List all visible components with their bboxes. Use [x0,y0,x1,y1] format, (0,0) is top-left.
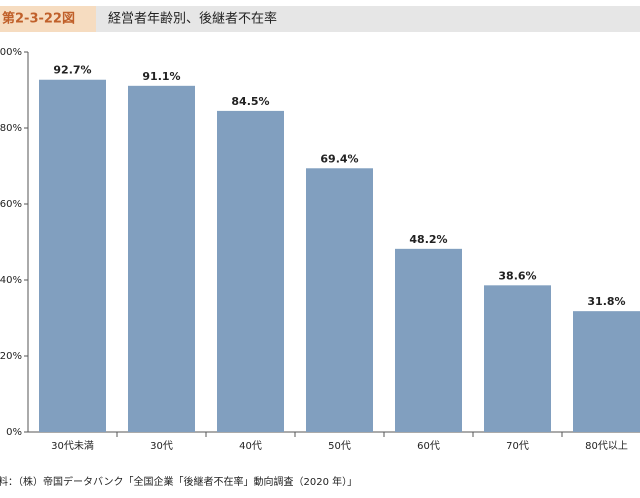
x-tick-label: 80代以上 [585,440,628,452]
x-tick-label: 70代 [506,440,529,452]
value-label: 92.7% [53,64,91,77]
bar [217,110,284,433]
x-tick-label: 50代 [328,440,351,452]
value-label: 69.4% [320,152,358,165]
value-label: 48.2% [409,233,447,246]
value-label: 84.5% [231,95,269,108]
x-tick-label: 30代未満 [51,440,94,452]
y-tick-label: 0% [6,427,22,438]
chart-title: 経営者年齢別、後継者不在率 [108,11,277,27]
y-tick-label: 100% [0,47,22,58]
y-tick-label: 80% [0,123,22,134]
title-box [96,6,640,32]
bar [573,311,640,432]
value-label: 91.1% [142,70,180,83]
y-tick-label: 40% [0,275,22,286]
x-tick-label: 40代 [239,440,262,452]
bar [484,285,551,432]
figure-number-box [0,6,96,32]
bar [128,85,195,432]
value-label: 38.6% [498,269,536,282]
y-tick-label: 20% [0,351,22,362]
x-tick-label: 60代 [417,440,440,452]
bar [306,168,373,432]
value-label: 31.8% [587,295,625,308]
bar [395,248,462,432]
bar [39,79,106,433]
x-tick-label: 30代 [150,440,173,452]
y-tick-label: 60% [0,199,22,210]
figure-number: 第2-3-22図 [2,11,75,27]
source-note: 資料：（株）帝国データバンク「全国企業「後継者不在率」動向調査（2020 年）」 [0,475,357,488]
